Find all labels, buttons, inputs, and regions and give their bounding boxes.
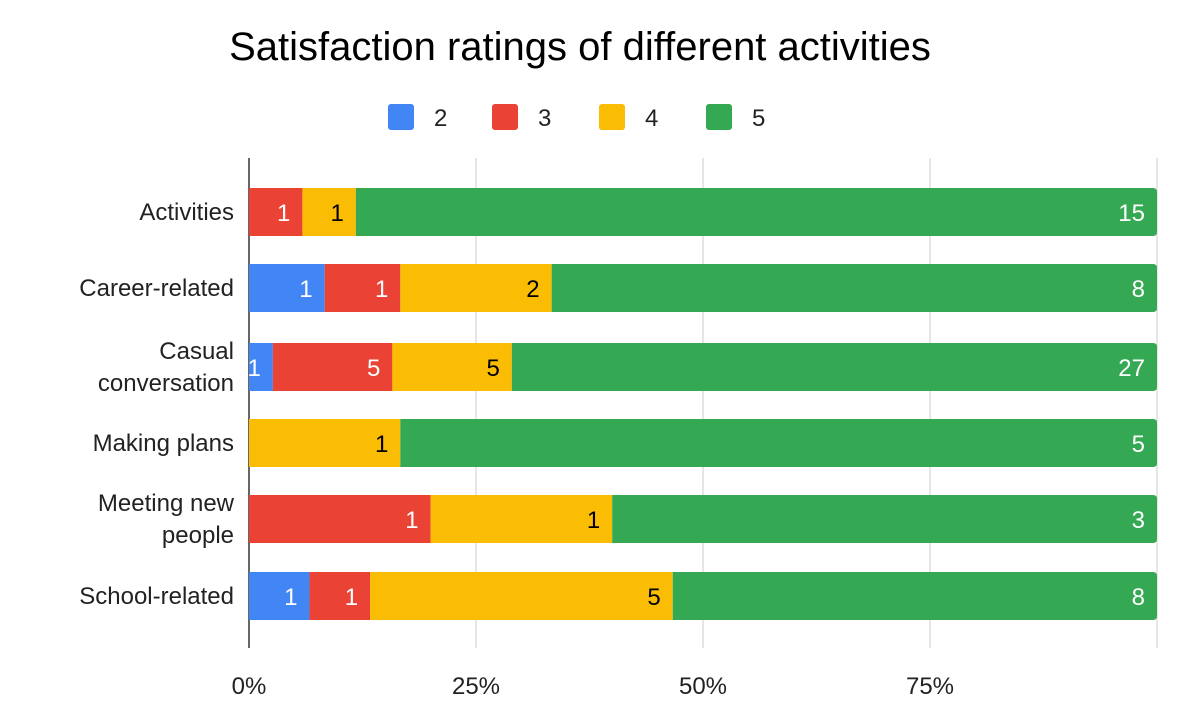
data-label: 1: [405, 507, 418, 534]
legend: 2 3 4 5: [388, 104, 765, 132]
data-label: 5: [647, 584, 660, 611]
data-label: 5: [486, 355, 499, 382]
chart-title: Satisfaction ratings of different activi…: [229, 25, 931, 69]
bar-segment: [612, 495, 1157, 543]
legend-swatch: [388, 104, 414, 130]
bar-segment: [249, 419, 401, 467]
data-label: 1: [375, 431, 388, 458]
category-label: conversation: [98, 370, 234, 397]
bar-segment: [355, 188, 1158, 236]
bar-segment: [430, 495, 613, 543]
data-label: 3: [1132, 507, 1145, 534]
bar-segment: [309, 572, 371, 620]
category-label: Casual: [159, 338, 234, 365]
data-label: 1: [375, 276, 388, 303]
bar-segment: [324, 264, 401, 312]
bar-segment: [249, 188, 303, 236]
legend-label: 2: [434, 105, 447, 132]
category-label: Making plans: [93, 430, 234, 457]
x-tick-label: 0%: [232, 673, 267, 700]
bar-segment: [511, 343, 1157, 391]
category-label: School-related: [79, 583, 234, 610]
bar-segment: [302, 188, 356, 236]
category-label: people: [162, 522, 234, 549]
x-tick-label: 25%: [452, 673, 500, 700]
legend-swatch: [492, 104, 518, 130]
data-label: 8: [1132, 276, 1145, 303]
bar-segment: [551, 264, 1157, 312]
data-labels: 1 1 151 1 2 81 5 5 271 51 1 31 1 5 8: [248, 200, 1145, 611]
data-label: 15: [1118, 200, 1145, 227]
category-label: Activities: [139, 199, 234, 226]
data-label: 1: [330, 200, 343, 227]
data-label: 8: [1132, 584, 1145, 611]
data-label: 1: [345, 584, 358, 611]
data-label: 27: [1118, 355, 1145, 382]
bar-segment: [400, 264, 552, 312]
x-tick-label: 50%: [679, 673, 727, 700]
data-label: 1: [248, 355, 261, 382]
legend-label: 5: [752, 105, 765, 132]
bar-segment: [672, 572, 1157, 620]
bar-segment: [272, 343, 393, 391]
bar-segment: [249, 264, 325, 312]
data-label: 5: [367, 355, 380, 382]
bar-segment: [392, 343, 512, 391]
legend-swatch: [706, 104, 732, 130]
data-label: 1: [587, 507, 600, 534]
gridlines: [248, 158, 1158, 648]
legend-label: 4: [645, 105, 658, 132]
bar-segment: [370, 572, 673, 620]
category-label: Career-related: [79, 275, 234, 302]
legend-label: 3: [538, 105, 551, 132]
data-label: 2: [526, 276, 539, 303]
x-tick-labels: 0% 25% 50% 75%: [232, 673, 954, 700]
bars: [249, 188, 1158, 620]
bar-segment: [249, 572, 310, 620]
bar-segment: [249, 495, 431, 543]
data-label: 1: [299, 276, 312, 303]
data-label: 1: [284, 584, 297, 611]
x-tick-label: 75%: [906, 673, 954, 700]
bar-segment: [400, 419, 1157, 467]
category-labels: Activities Career-related Casual conversati…: [79, 199, 234, 610]
category-label: Meeting new: [98, 490, 235, 517]
data-label: 1: [277, 200, 290, 227]
legend-swatch: [599, 104, 625, 130]
bar-segment: [249, 343, 273, 391]
data-label: 5: [1132, 431, 1145, 458]
